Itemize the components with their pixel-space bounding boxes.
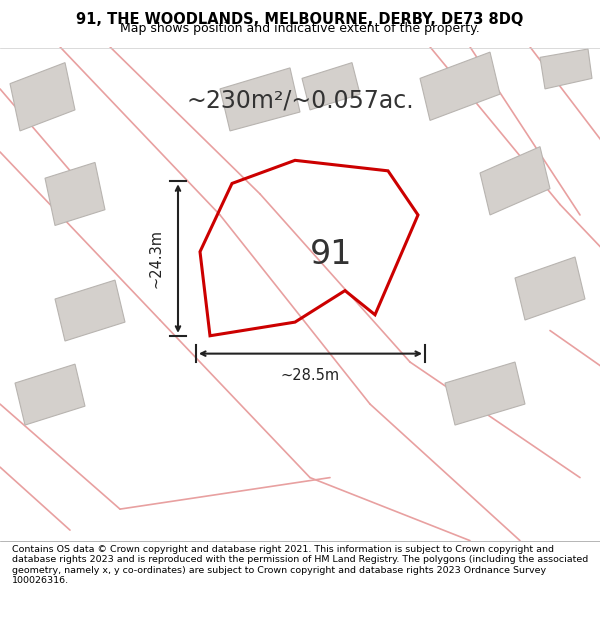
Polygon shape	[15, 364, 85, 425]
Polygon shape	[10, 62, 75, 131]
Polygon shape	[515, 257, 585, 320]
Polygon shape	[420, 52, 500, 121]
Polygon shape	[540, 49, 592, 89]
Polygon shape	[55, 280, 125, 341]
Polygon shape	[480, 147, 550, 215]
Polygon shape	[45, 162, 105, 226]
Text: ~28.5m: ~28.5m	[281, 368, 340, 383]
Polygon shape	[445, 362, 525, 425]
Text: 91: 91	[310, 238, 353, 271]
Text: ~24.3m: ~24.3m	[149, 229, 164, 288]
Text: Map shows position and indicative extent of the property.: Map shows position and indicative extent…	[120, 22, 480, 35]
Text: 91, THE WOODLANDS, MELBOURNE, DERBY, DE73 8DQ: 91, THE WOODLANDS, MELBOURNE, DERBY, DE7…	[76, 12, 524, 27]
Polygon shape	[220, 68, 300, 131]
Text: Contains OS data © Crown copyright and database right 2021. This information is : Contains OS data © Crown copyright and d…	[12, 545, 588, 585]
Polygon shape	[302, 62, 360, 110]
Text: ~230m²/~0.057ac.: ~230m²/~0.057ac.	[186, 88, 414, 112]
